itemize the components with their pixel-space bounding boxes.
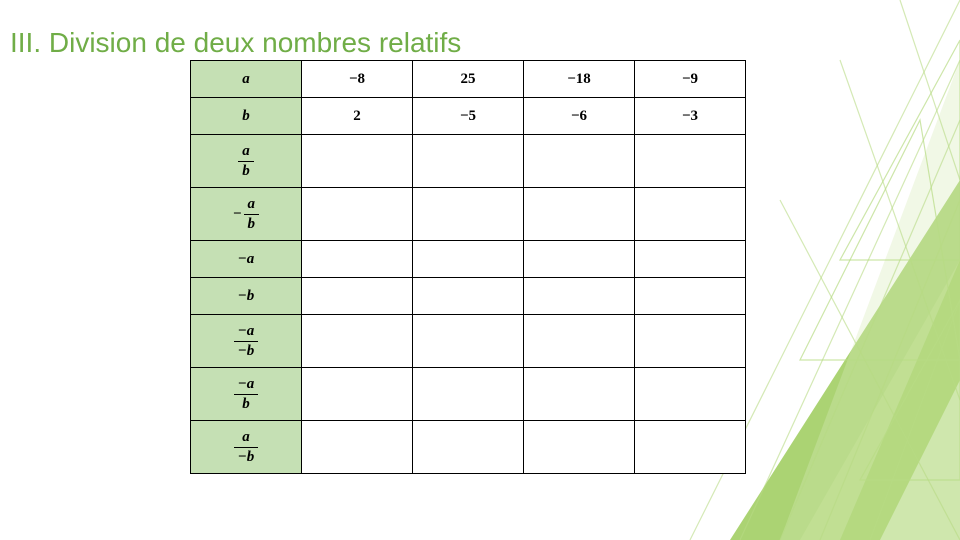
- table-cell: [635, 368, 746, 421]
- table-cell: [524, 278, 635, 315]
- row-label: −a: [191, 241, 302, 278]
- table-cell: [413, 368, 524, 421]
- table-cell: [524, 135, 635, 188]
- table-cell: [413, 135, 524, 188]
- table-cell: [635, 278, 746, 315]
- row-label: −a−b: [191, 315, 302, 368]
- table-cell: [635, 241, 746, 278]
- table-cell: [524, 421, 635, 474]
- table-cell: −8: [302, 61, 413, 98]
- table-cell: [302, 278, 413, 315]
- table-cell: [302, 368, 413, 421]
- table-cell: −18: [524, 61, 635, 98]
- row-label: −ab: [191, 188, 302, 241]
- table-cell: −5: [413, 98, 524, 135]
- table-cell: [635, 188, 746, 241]
- row-label: −b: [191, 278, 302, 315]
- row-label: a−b: [191, 421, 302, 474]
- table-cell: 2: [302, 98, 413, 135]
- table-cell: −3: [635, 98, 746, 135]
- table-cell: [302, 315, 413, 368]
- table-cell: [635, 421, 746, 474]
- row-label: −ab: [191, 368, 302, 421]
- division-table: a−825−18−9b2−5−6−3ab−ab−a−b−a−b−aba−b: [190, 60, 746, 474]
- table-cell: −6: [524, 98, 635, 135]
- table-cell: [302, 241, 413, 278]
- table-cell: [302, 188, 413, 241]
- table-cell: [524, 188, 635, 241]
- table-cell: [302, 421, 413, 474]
- table-cell: −9: [635, 61, 746, 98]
- table-cell: [635, 135, 746, 188]
- table-cell: [524, 241, 635, 278]
- table-cell: [413, 421, 524, 474]
- table-cell: [413, 278, 524, 315]
- table-cell: [635, 315, 746, 368]
- table-cell: [524, 315, 635, 368]
- table-cell: [302, 135, 413, 188]
- row-label: b: [191, 98, 302, 135]
- table-cell: [413, 315, 524, 368]
- row-label: ab: [191, 135, 302, 188]
- table-cell: [413, 241, 524, 278]
- page-title: III. Division de deux nombres relatifs: [10, 27, 461, 59]
- table-cell: [413, 188, 524, 241]
- table-cell: 25: [413, 61, 524, 98]
- table-cell: [524, 368, 635, 421]
- row-label: a: [191, 61, 302, 98]
